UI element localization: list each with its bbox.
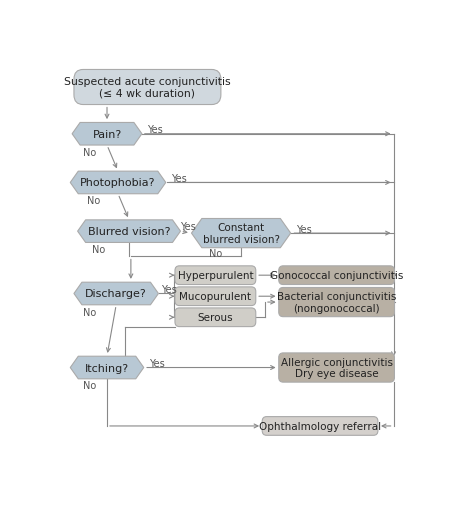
Polygon shape — [70, 357, 144, 379]
FancyBboxPatch shape — [279, 288, 394, 317]
Text: Constant
blurred vision?: Constant blurred vision? — [202, 223, 280, 244]
Polygon shape — [72, 123, 142, 146]
Polygon shape — [78, 220, 181, 243]
Text: Gonococcal conjunctivitis: Gonococcal conjunctivitis — [270, 271, 403, 281]
FancyBboxPatch shape — [262, 417, 378, 435]
Polygon shape — [74, 283, 158, 305]
Text: Photophobia?: Photophobia? — [80, 178, 156, 188]
Text: Yes: Yes — [296, 224, 312, 234]
Text: Allergic conjunctivitis
Dry eye disease: Allergic conjunctivitis Dry eye disease — [281, 357, 392, 379]
Text: Blurred vision?: Blurred vision? — [88, 227, 170, 237]
Polygon shape — [70, 172, 166, 194]
Text: Pain?: Pain? — [92, 129, 122, 139]
Text: No: No — [92, 245, 106, 255]
Text: Serous: Serous — [198, 313, 233, 323]
Text: Yes: Yes — [149, 358, 165, 368]
Polygon shape — [191, 219, 291, 248]
Text: Suspected acute conjunctivitis
(≤ 4 wk duration): Suspected acute conjunctivitis (≤ 4 wk d… — [64, 77, 231, 98]
Text: Hyperpurulent: Hyperpurulent — [178, 271, 253, 281]
FancyBboxPatch shape — [175, 266, 256, 285]
Text: Yes: Yes — [147, 125, 163, 135]
FancyBboxPatch shape — [74, 70, 221, 106]
Text: Mucopurulent: Mucopurulent — [179, 292, 251, 301]
Text: No: No — [83, 147, 96, 158]
Text: Yes: Yes — [181, 222, 196, 232]
FancyBboxPatch shape — [279, 353, 394, 382]
FancyBboxPatch shape — [175, 308, 256, 327]
Text: Yes: Yes — [171, 174, 187, 184]
Text: Itching?: Itching? — [85, 363, 129, 373]
FancyBboxPatch shape — [279, 266, 394, 285]
FancyBboxPatch shape — [175, 287, 256, 306]
Text: Discharge?: Discharge? — [85, 289, 147, 299]
Text: No: No — [83, 380, 96, 390]
Text: No: No — [83, 307, 96, 317]
Text: No: No — [87, 195, 100, 206]
Text: Bacterial conjunctivitis
(nongonococcal): Bacterial conjunctivitis (nongonococcal) — [277, 292, 396, 313]
Text: Yes: Yes — [161, 285, 177, 294]
Text: No: No — [209, 248, 222, 258]
Text: Ophthalmology referral: Ophthalmology referral — [259, 421, 381, 431]
